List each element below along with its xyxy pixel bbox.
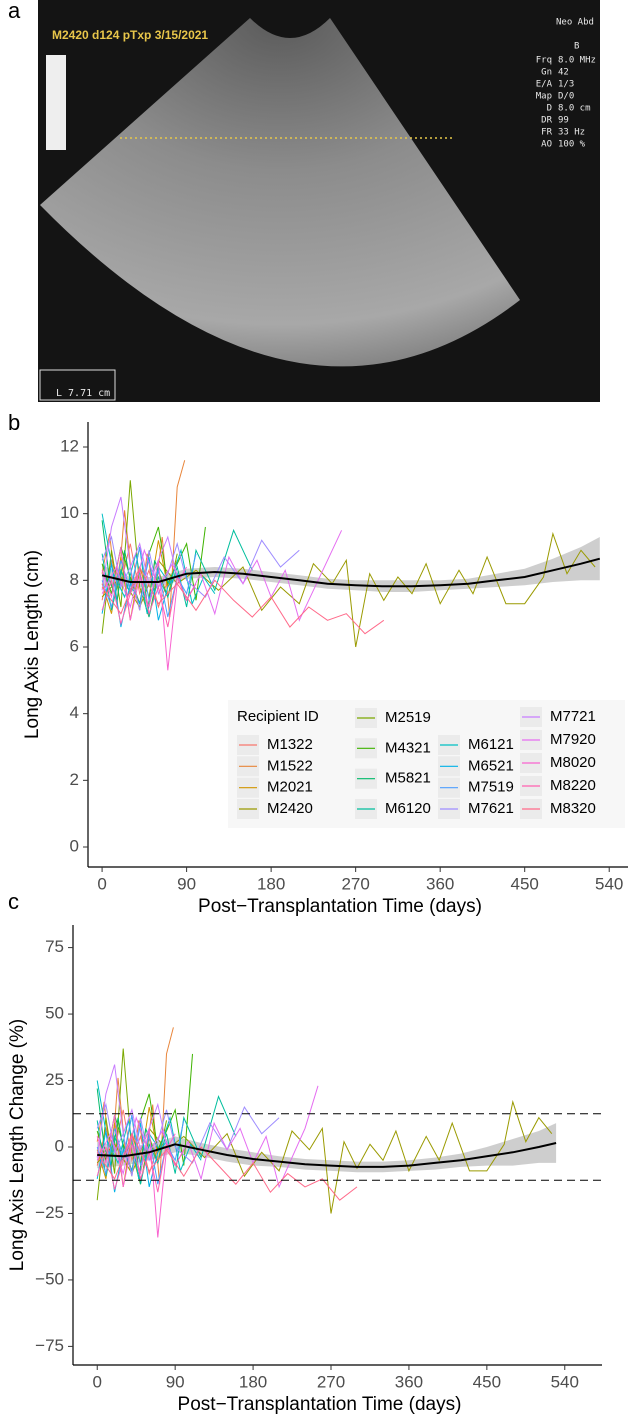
ultrasound-param-value: 8.0 cm xyxy=(558,104,591,114)
legend-label: M6121 xyxy=(468,736,514,753)
legend-label: M8320 xyxy=(550,800,596,817)
x-tick-label: 270 xyxy=(317,1372,345,1391)
x-tick-label: 180 xyxy=(239,1372,267,1391)
x-tick-label: 540 xyxy=(595,874,623,893)
ultrasound-param-value: 99 xyxy=(558,116,569,126)
legend-label: M7621 xyxy=(468,800,514,817)
x-axis-title: Post−Transplantation Time (days) xyxy=(198,896,482,917)
ultrasound-fan xyxy=(40,18,520,367)
y-tick-label: 2 xyxy=(70,770,79,789)
ultrasound-param-value: 33 Hz xyxy=(558,128,585,138)
legend-title: Recipient ID xyxy=(237,708,319,725)
y-tick-label: 10 xyxy=(60,503,79,522)
x-tick-label: 0 xyxy=(97,874,106,893)
panel-label: b xyxy=(8,410,20,435)
x-tick-label: 360 xyxy=(426,874,454,893)
x-tick-label: 360 xyxy=(395,1372,423,1391)
y-tick-label: −25 xyxy=(35,1203,64,1222)
series-line xyxy=(101,531,596,648)
panel-label: a xyxy=(8,0,21,23)
y-tick-label: 4 xyxy=(70,703,79,722)
ultrasound-header: M2420 d124 pTxp 3/15/2021 xyxy=(52,28,208,42)
x-tick-label: 270 xyxy=(341,874,369,893)
series-line xyxy=(96,1132,358,1201)
ultrasound-param-key: D xyxy=(547,104,552,114)
x-tick-label: 90 xyxy=(166,1372,185,1391)
y-tick-label: −75 xyxy=(35,1336,64,1355)
series-line xyxy=(101,513,216,614)
x-tick-label: 90 xyxy=(177,874,196,893)
legend-label: M7519 xyxy=(468,779,514,796)
series-line xyxy=(101,565,385,635)
y-tick-label: 6 xyxy=(70,636,79,655)
ultrasound-param-key: FR xyxy=(541,128,552,138)
gray-scale-bar xyxy=(46,55,66,150)
smooth-line xyxy=(101,557,601,588)
x-tick-label: 450 xyxy=(511,874,539,893)
ultrasound-param-key: Gn xyxy=(541,68,552,78)
ultrasound-param-key: Frq xyxy=(536,56,552,66)
y-tick-label: 25 xyxy=(45,1070,64,1089)
legend-label: M7920 xyxy=(550,731,596,748)
legend-label: M1322 xyxy=(267,736,313,753)
legend-background xyxy=(228,700,625,828)
series-line xyxy=(101,530,343,622)
legend-label: M1522 xyxy=(267,757,313,774)
y-tick-label: 50 xyxy=(45,1004,64,1023)
ultrasound-param-value: 8.0 MHz xyxy=(558,56,596,66)
x-tick-label: 450 xyxy=(473,1372,501,1391)
legend-label: M8220 xyxy=(550,777,596,794)
ultrasound-param-key: DR xyxy=(541,116,552,126)
ultrasound-preset: Neo Abd xyxy=(556,18,594,28)
series-line xyxy=(96,1099,553,1214)
series-line xyxy=(101,480,178,634)
legend-label: M2021 xyxy=(267,779,313,796)
ultrasound-param-value: D/0 xyxy=(558,92,574,102)
legend-label: M5821 xyxy=(385,770,431,787)
y-axis-title: Long Axis Length Change (%) xyxy=(7,1019,28,1271)
ultrasound-param-value: 100 % xyxy=(558,140,586,150)
smooth-line xyxy=(97,1142,557,1168)
ultrasound-param-key: E/A xyxy=(536,80,553,90)
ultrasound-param-value: 42 xyxy=(558,68,569,78)
y-tick-label: 12 xyxy=(60,436,79,455)
x-axis-title: Post−Transplantation Time (days) xyxy=(178,1394,462,1415)
x-tick-label: 0 xyxy=(93,1372,102,1391)
y-tick-label: 75 xyxy=(45,937,64,956)
legend-label: M4321 xyxy=(385,739,431,756)
y-tick-label: 8 xyxy=(70,570,79,589)
measurement-box xyxy=(39,369,116,401)
y-axis-title: Long Axis Length (cm) xyxy=(22,550,43,739)
legend-label: M8020 xyxy=(550,754,596,771)
ultrasound-param-key: AO xyxy=(541,140,552,150)
legend-label: M2519 xyxy=(385,709,431,726)
x-tick-label: 540 xyxy=(551,1372,579,1391)
legend-label: M6120 xyxy=(385,800,431,817)
ultrasound-param-key: Map xyxy=(536,92,552,102)
confidence-band xyxy=(102,537,600,592)
series-line xyxy=(101,496,178,591)
y-tick-label: 0 xyxy=(70,836,79,855)
series-line xyxy=(96,1064,167,1158)
ultrasound-mode: B xyxy=(574,42,579,52)
y-tick-label: 0 xyxy=(55,1136,64,1155)
series-line xyxy=(101,546,197,618)
x-tick-label: 180 xyxy=(257,874,285,893)
ultrasound-param-value: 1/3 xyxy=(558,80,574,90)
ultrasound-measurement: L 7.71 cm xyxy=(56,388,110,399)
legend-label: M7721 xyxy=(550,708,596,725)
legend-label: M2420 xyxy=(267,800,313,817)
panel-label: c xyxy=(8,889,19,914)
y-tick-label: −50 xyxy=(35,1269,64,1288)
confidence-band xyxy=(97,1123,557,1173)
legend-label: M6521 xyxy=(468,757,514,774)
